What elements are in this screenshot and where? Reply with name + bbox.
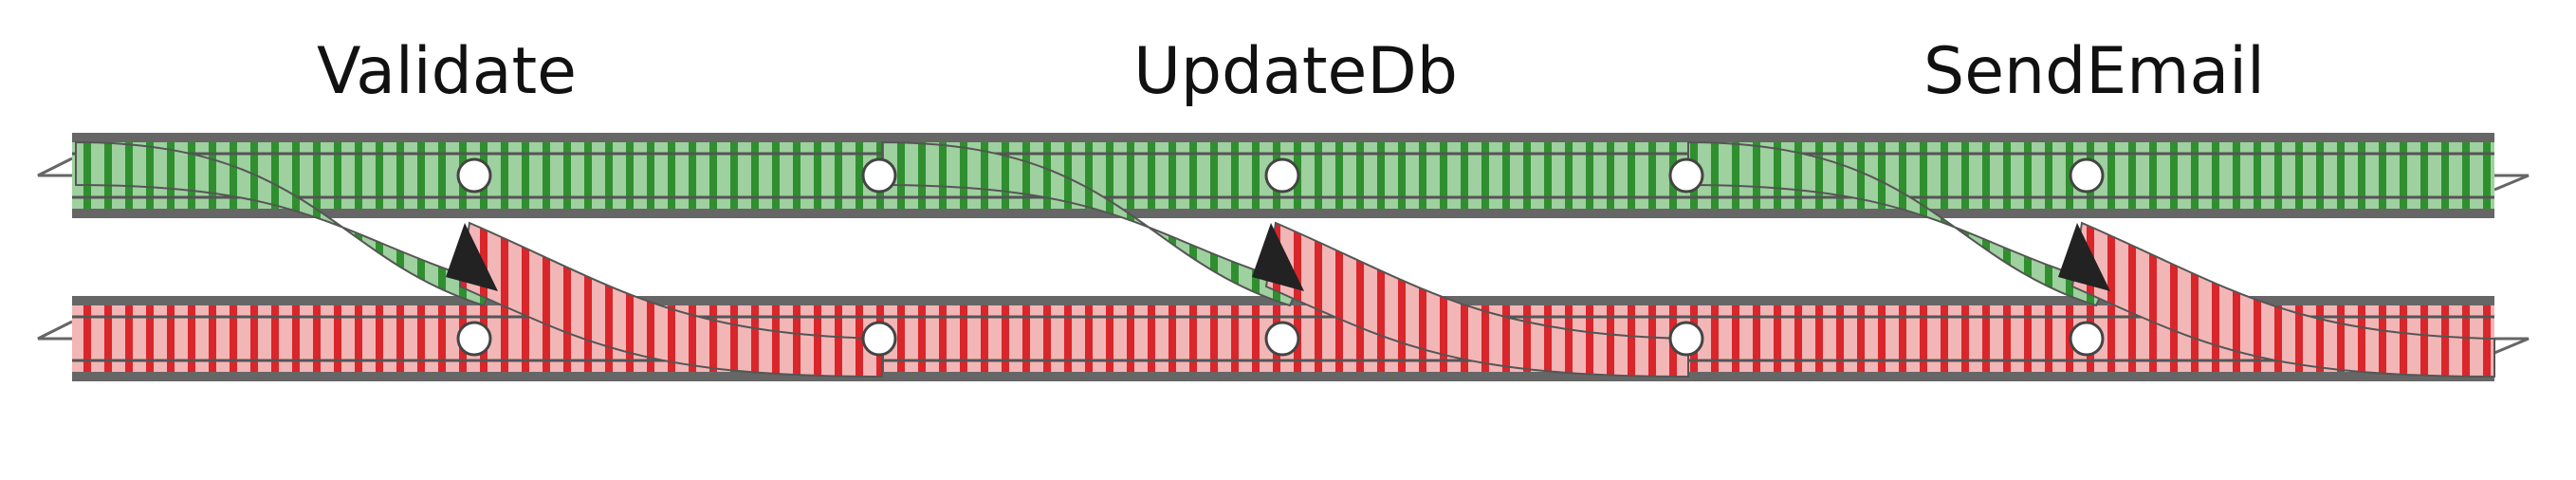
switch-curve-failure-validate (458, 221, 883, 378)
switch-curve-success-sendemail (1687, 140, 2107, 307)
joint-success-3 (1264, 157, 1300, 194)
switch-frog-sendemail (2058, 223, 2110, 291)
switch-curve-failure-updatedb (1264, 221, 1689, 378)
joint-success-1 (456, 157, 492, 194)
switch-frog-updatedb (1252, 223, 1304, 291)
joint-failure-2 (861, 321, 897, 357)
joint-failure-3 (1264, 321, 1300, 357)
step-label-validate: Validate (316, 34, 578, 109)
joint-failure-4 (1668, 321, 1704, 357)
track-entry-arrow-failure (37, 320, 73, 341)
step-label-updatedb: UpdateDb (1133, 34, 1458, 109)
track-entry-arrow-success (37, 157, 73, 177)
joint-success-5 (2069, 157, 2105, 194)
joint-success-4 (1668, 157, 1704, 194)
switch-curve-success-updatedb (881, 140, 1301, 307)
switch-frog-validate (446, 223, 498, 291)
switch-curve-failure-sendemail (2070, 221, 2495, 378)
switch-curve-success-validate (75, 140, 495, 307)
joint-success-2 (861, 157, 897, 194)
step-label-sendemail: SendEmail (1923, 34, 2265, 109)
joint-failure-1 (456, 321, 492, 357)
track-exit-arrow-failure (2493, 337, 2530, 355)
track-exit-arrow-success (2493, 174, 2530, 192)
joint-failure-5 (2069, 321, 2105, 357)
